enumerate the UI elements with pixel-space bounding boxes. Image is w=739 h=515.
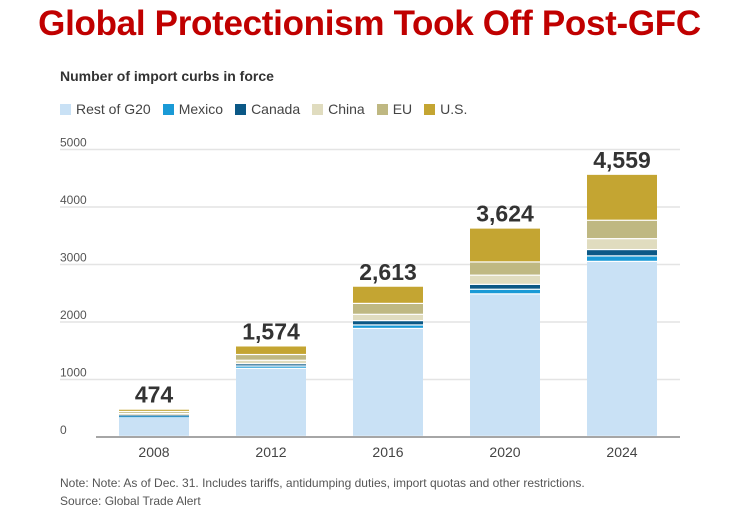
legend-swatch — [235, 103, 247, 115]
legend-label: EU — [392, 101, 413, 117]
bar-segment — [119, 415, 189, 417]
bar-segment — [353, 314, 423, 321]
x-tick-label: 2016 — [372, 444, 403, 460]
total-label: 4,559 — [593, 147, 651, 173]
y-tick-label: 4000 — [60, 193, 87, 207]
total-label: 3,624 — [476, 201, 534, 227]
bar-segment — [119, 414, 189, 415]
bar-segment — [353, 329, 423, 436]
bar-segment — [470, 275, 540, 284]
legend-label: Rest of G20 — [76, 101, 151, 117]
legend-item: Rest of G20 — [60, 101, 151, 117]
legend-item: Canada — [235, 101, 300, 117]
bar-segment — [470, 262, 540, 275]
footnote: Note: Note: As of Dec. 31. Includes tari… — [60, 474, 585, 510]
bar-segment — [236, 366, 306, 368]
legend: Rest of G20 Mexico Canada China EU U.S. — [60, 101, 467, 117]
legend-label: Mexico — [178, 101, 224, 117]
legend-swatch — [376, 103, 388, 115]
x-tick-label: 2024 — [606, 444, 637, 460]
bar-segment — [470, 289, 540, 294]
legend-label: U.S. — [440, 101, 468, 117]
bar-segment — [353, 325, 423, 328]
legend-swatch — [162, 103, 174, 115]
y-tick-label: 5000 — [60, 136, 87, 150]
y-tick-label: 2000 — [60, 308, 87, 322]
bar-segment — [119, 417, 189, 436]
y-tick-label: 3000 — [60, 251, 87, 265]
bar-segment — [587, 256, 657, 261]
legend-swatch — [312, 103, 324, 115]
bar-segment — [353, 304, 423, 314]
bar-segment — [587, 220, 657, 239]
bar-segment — [236, 355, 306, 360]
bar-segment — [119, 409, 189, 411]
legend-label: China — [328, 101, 365, 117]
legend-swatch — [60, 103, 71, 115]
bar-segment — [353, 286, 423, 303]
total-label: 1,574 — [242, 318, 300, 344]
legend-item: U.S. — [424, 101, 467, 117]
legend-item: China — [312, 101, 365, 117]
legend-swatch — [424, 103, 436, 115]
page-title: Global Protectionism Took Off Post-GFC — [38, 4, 701, 43]
source-text: Source: Global Trade Alert — [60, 494, 201, 508]
legend-label: Canada — [251, 101, 301, 117]
bar-segment — [470, 294, 540, 436]
bar-segment — [470, 284, 540, 289]
note-text: Note: Note: As of Dec. 31. Includes tari… — [60, 476, 585, 490]
bar-segment — [119, 416, 189, 418]
bar-segment — [470, 228, 540, 262]
total-label: 474 — [135, 382, 174, 408]
bar-segment — [353, 321, 423, 325]
chart-subtitle: Number of import curbs in force — [60, 68, 274, 84]
bar-segment — [236, 360, 306, 364]
y-tick-label: 0 — [60, 423, 67, 437]
bar-segment — [236, 346, 306, 354]
bar-segment — [236, 368, 306, 436]
total-label: 2,613 — [359, 259, 417, 285]
y-tick-label: 1000 — [60, 366, 87, 380]
bar-segment — [119, 412, 189, 413]
x-tick-label: 2012 — [255, 444, 286, 460]
legend-item: Mexico — [162, 101, 224, 117]
x-tick-label: 2020 — [489, 444, 520, 460]
legend-item: EU — [376, 101, 413, 117]
bar-segment — [587, 174, 657, 220]
bar-segment — [236, 364, 306, 366]
bar-segment — [587, 250, 657, 256]
bar-segment — [587, 239, 657, 249]
bar-segment — [587, 261, 657, 436]
x-tick-label: 2008 — [138, 444, 169, 460]
